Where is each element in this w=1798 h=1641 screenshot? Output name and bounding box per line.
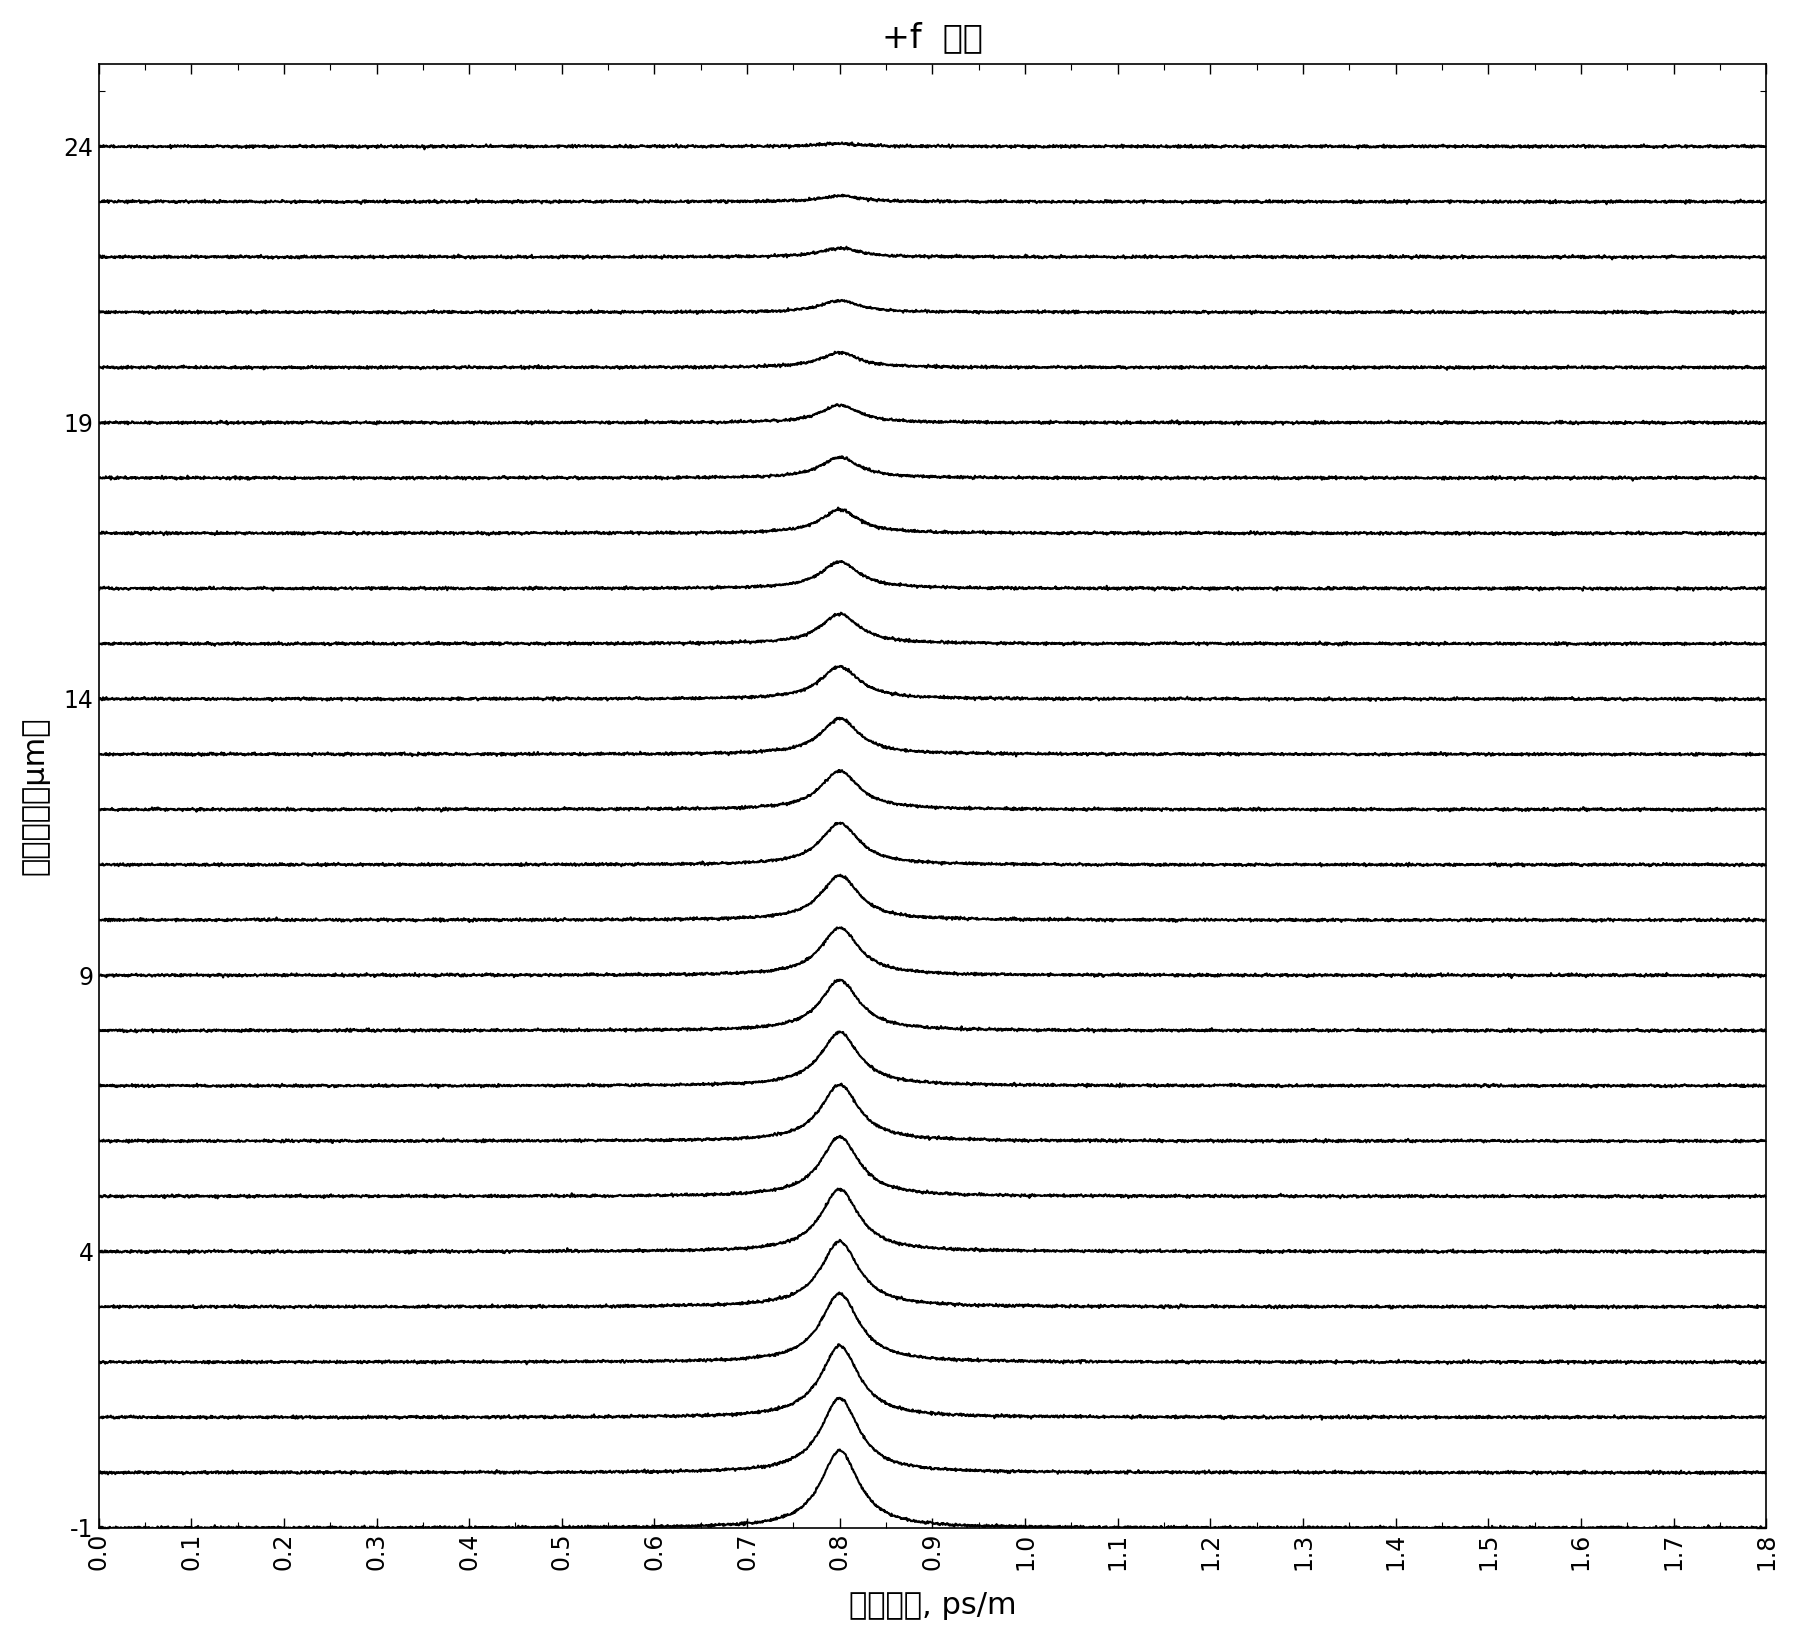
Y-axis label: 半径偏移（μm）: 半径偏移（μm）: [22, 717, 50, 875]
X-axis label: 相对时间, ps/m: 相对时间, ps/m: [849, 1592, 1016, 1620]
Title: +f  方向: +f 方向: [881, 21, 982, 54]
